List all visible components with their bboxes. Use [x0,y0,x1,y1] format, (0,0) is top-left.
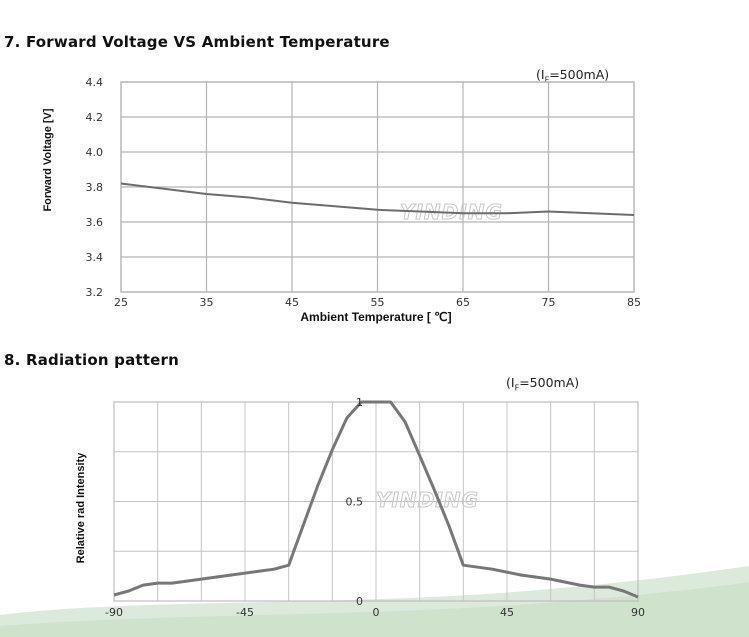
y-tick-label: 4.2 [86,111,104,124]
chart-title-forward-voltage: 7. Forward Voltage VS Ambient Temperatur… [4,33,390,51]
x-tick-label: 55 [371,296,385,309]
x-tick-label: 65 [456,296,470,309]
x-tick-label: 85 [627,296,641,309]
x-tick-label: 0 [373,606,380,619]
watermark: YINDING [376,488,479,512]
x-tick-label: 45 [285,296,299,309]
series-line [120,182,635,216]
chart-title-radiation-pattern: 8. Radiation pattern [4,351,179,369]
x-tick-label: 45 [500,606,514,619]
decorative-green-wave-highlight [0,582,749,637]
test-condition-label: (IF=500mA) [506,375,580,393]
x-axis-title: Ambient Temperature [ ℃] [300,310,451,324]
series-line [113,400,639,599]
y-tick-label: 4.0 [86,146,104,159]
y-axis-title: Relative rad Intensity [75,452,87,564]
x-tick-label: -45 [236,606,254,619]
y-tick-label: 3.6 [86,216,104,229]
y-tick-label: 3.8 [86,181,104,194]
y-tick-label: 3.2 [86,286,104,299]
y-tick-label: 4.4 [86,76,104,89]
x-tick-label: -90 [105,606,123,619]
radiation-pattern-chart: YINDING -90 -45 0 45 90 0 0.5 1 Relative rad I… [75,396,645,619]
y-tick-label: 3.4 [86,251,104,264]
y-axis-title: Forward Voltage [V] [42,108,54,211]
y-tick-label: 0.5 [346,496,364,509]
x-tick-label: 35 [200,296,214,309]
x-tick-label: 25 [114,296,128,309]
x-tick-label: 90 [631,606,645,619]
x-tick-label: 75 [542,296,556,309]
forward-voltage-chart: YINDING 25 35 45 55 65 75 85 3.23.43.63.84.04.… [42,76,641,324]
y-tick-label: 1 [356,396,363,409]
y-tick-label: 0 [356,595,363,608]
test-condition-label: (IF=500mA) [536,67,610,85]
